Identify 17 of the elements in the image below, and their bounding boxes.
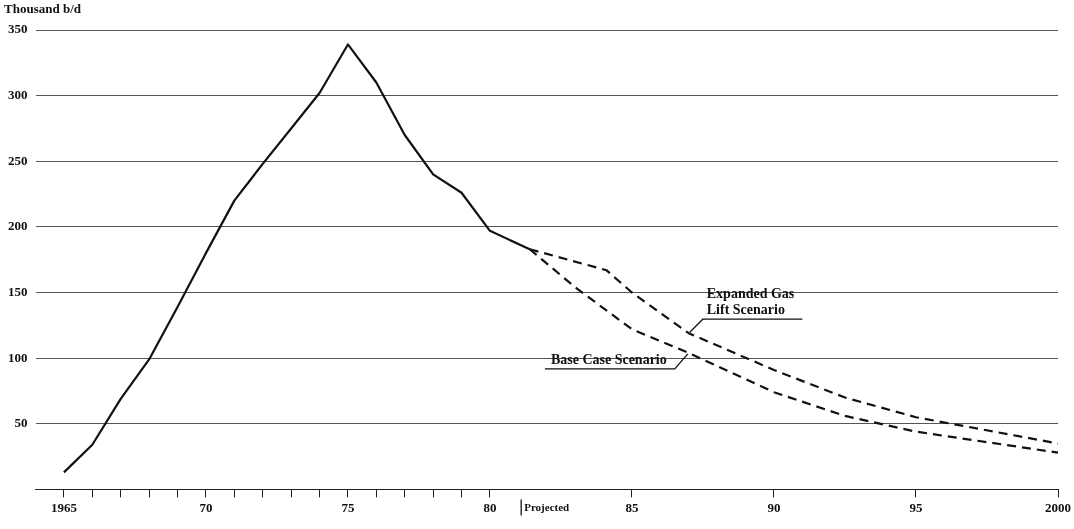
x-tick-label: 1965 xyxy=(50,499,78,515)
y-tick-label: 100 xyxy=(8,349,28,365)
y-tick-label: 150 xyxy=(8,283,28,299)
y-tick-label: 200 xyxy=(8,218,28,234)
y-axis-title: Thousand b/d xyxy=(4,0,82,16)
x-tick-label: 2000 xyxy=(1045,499,1071,515)
x-tick-label: 90 xyxy=(767,499,781,515)
x-tick-label: 80 xyxy=(483,499,497,515)
y-tick-label: 250 xyxy=(8,152,28,168)
x-tick-label: 95 xyxy=(909,499,923,515)
x-tick-label: 75 xyxy=(341,499,355,515)
y-tick-label: 300 xyxy=(8,86,28,102)
ref-line-label: Projected xyxy=(524,500,570,513)
y-tick-label: 350 xyxy=(8,21,28,37)
x-tick-label: 85 xyxy=(625,499,639,515)
y-tick-label: 50 xyxy=(14,415,28,431)
x-tick-label: 70 xyxy=(199,499,213,515)
